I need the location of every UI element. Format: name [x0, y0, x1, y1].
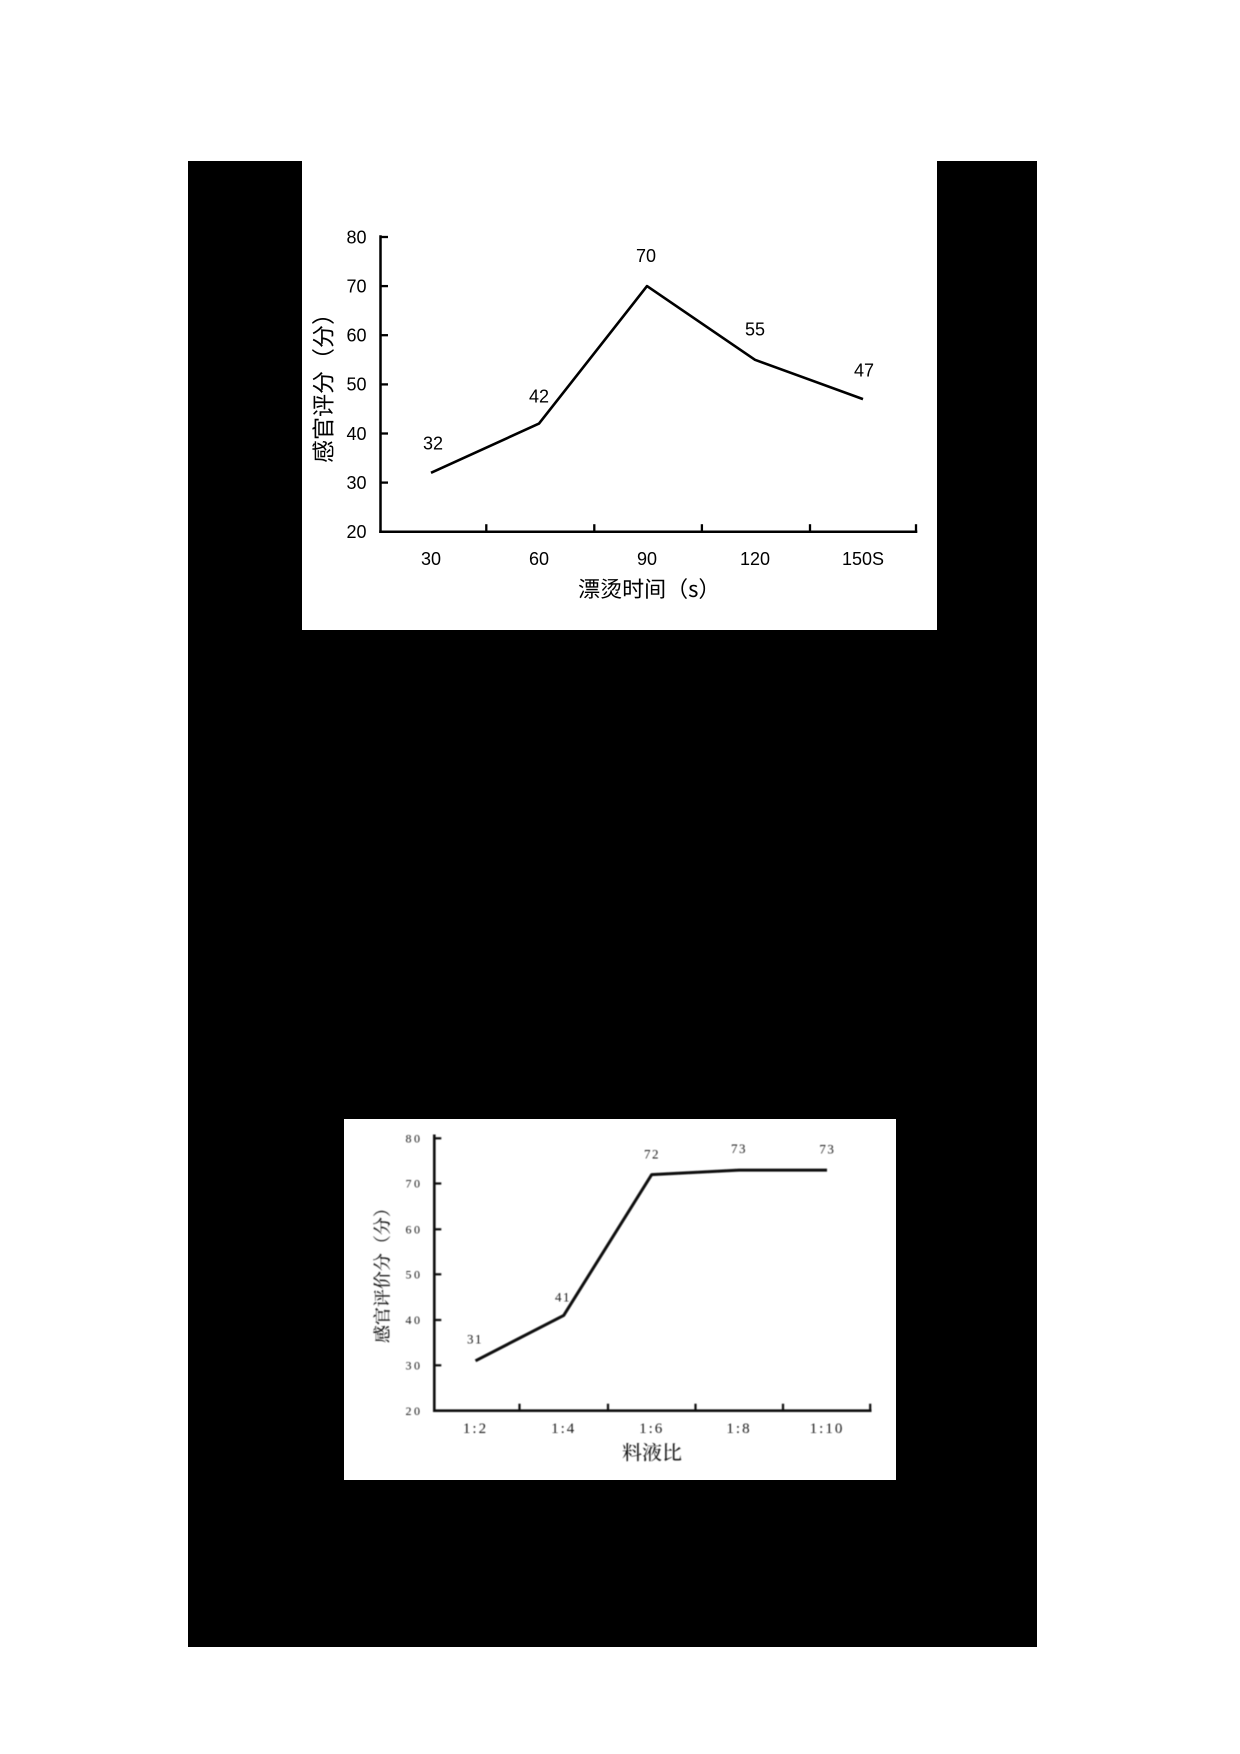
svg-text:1:6: 1:6	[639, 1421, 664, 1437]
svg-text:60: 60	[346, 326, 366, 346]
svg-text:73: 73	[731, 1141, 747, 1156]
svg-text:150S: 150S	[842, 549, 884, 569]
svg-text:30: 30	[421, 549, 441, 569]
svg-text:72: 72	[644, 1146, 660, 1161]
svg-text:80: 80	[346, 227, 366, 247]
svg-text:30: 30	[406, 1358, 423, 1372]
svg-text:120: 120	[740, 549, 770, 569]
svg-text:20: 20	[346, 522, 366, 542]
svg-text:1:10: 1:10	[810, 1421, 845, 1437]
svg-text:90: 90	[637, 549, 657, 569]
svg-text:42: 42	[529, 386, 549, 406]
svg-text:40: 40	[346, 424, 366, 444]
svg-text:73: 73	[819, 1141, 835, 1156]
svg-text:60: 60	[406, 1222, 423, 1236]
svg-text:20: 20	[406, 1404, 423, 1418]
svg-text:40: 40	[406, 1313, 423, 1327]
svg-text:30: 30	[346, 473, 366, 493]
svg-text:47: 47	[854, 360, 874, 380]
svg-text:41: 41	[555, 1289, 571, 1304]
svg-text:1:4: 1:4	[551, 1421, 576, 1437]
svg-text:50: 50	[346, 375, 366, 395]
svg-text:80: 80	[406, 1131, 423, 1145]
svg-text:70: 70	[636, 246, 656, 266]
svg-text:32: 32	[423, 433, 443, 453]
svg-text:50: 50	[406, 1267, 423, 1281]
svg-text:1:8: 1:8	[726, 1421, 751, 1437]
svg-text:55: 55	[745, 319, 765, 339]
svg-text:1:2: 1:2	[463, 1421, 488, 1437]
svg-text:70: 70	[406, 1177, 423, 1191]
svg-text:31: 31	[467, 1331, 483, 1346]
svg-text:60: 60	[529, 549, 549, 569]
svg-text:70: 70	[346, 276, 366, 296]
